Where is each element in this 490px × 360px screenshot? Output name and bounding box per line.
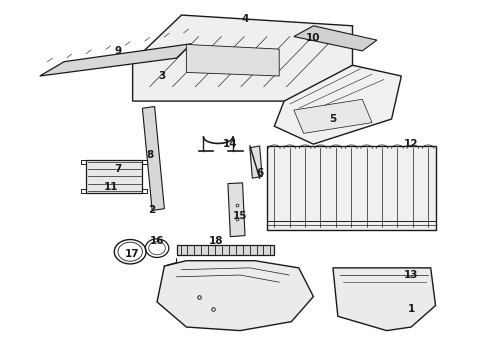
- Polygon shape: [40, 44, 191, 76]
- Text: 8: 8: [146, 150, 153, 160]
- Text: 10: 10: [306, 33, 320, 43]
- Text: 9: 9: [114, 46, 122, 56]
- Text: 14: 14: [223, 139, 238, 149]
- Text: 5: 5: [329, 114, 337, 124]
- Text: 13: 13: [404, 270, 418, 280]
- Polygon shape: [143, 107, 164, 211]
- Text: 17: 17: [125, 248, 140, 258]
- Polygon shape: [267, 146, 436, 230]
- Text: 11: 11: [103, 182, 118, 192]
- Polygon shape: [250, 146, 262, 178]
- Text: 3: 3: [158, 71, 166, 81]
- Text: 18: 18: [208, 236, 223, 246]
- Text: 2: 2: [148, 206, 156, 216]
- Polygon shape: [294, 99, 372, 134]
- Text: 1: 1: [408, 304, 415, 314]
- Polygon shape: [186, 44, 279, 76]
- Text: 16: 16: [150, 236, 164, 246]
- Text: 12: 12: [404, 139, 418, 149]
- Polygon shape: [333, 268, 436, 330]
- Polygon shape: [228, 183, 245, 237]
- Polygon shape: [176, 244, 274, 255]
- Text: 6: 6: [256, 168, 263, 178]
- Text: 4: 4: [241, 14, 249, 24]
- Polygon shape: [86, 160, 143, 193]
- Polygon shape: [274, 65, 401, 144]
- Text: 7: 7: [114, 164, 122, 174]
- Polygon shape: [133, 15, 352, 101]
- Text: 15: 15: [233, 211, 247, 221]
- Polygon shape: [294, 26, 377, 51]
- Polygon shape: [157, 261, 314, 330]
